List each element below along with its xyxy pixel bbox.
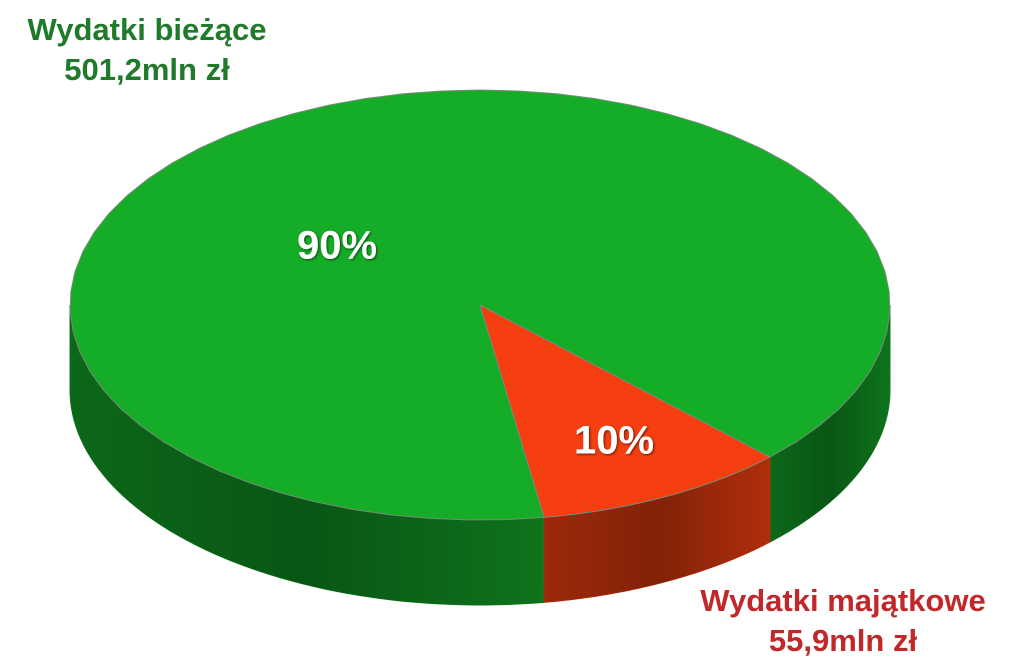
category-label: Wydatki majątkowe — [700, 583, 985, 618]
slice — [479, 304, 771, 518]
side-shade — [769, 305, 890, 543]
category-label: Wydatki bieżące — [28, 12, 267, 47]
value-label: 10% — [574, 418, 654, 462]
side-shade — [544, 457, 770, 603]
side-shade — [70, 305, 545, 605]
amount-label: 501,2mln zł — [64, 52, 230, 87]
amount-label: 55,9mln zł — [769, 623, 918, 658]
value-label: 90% — [297, 224, 377, 268]
